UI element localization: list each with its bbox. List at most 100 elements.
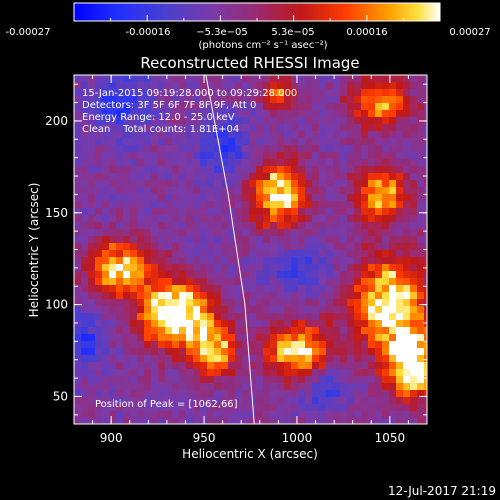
heatmap-pixel [95,166,103,174]
heatmap-pixel [158,334,166,342]
heatmap-pixel [382,166,390,174]
heatmap-pixel [109,313,117,321]
heatmap-pixel [389,187,397,195]
heatmap-pixel [382,201,390,209]
heatmap-pixel [130,278,138,286]
heatmap-pixel [172,334,180,342]
heatmap-pixel [81,82,89,90]
heatmap-pixel [312,166,320,174]
heatmap-pixel [88,110,96,118]
heatmap-pixel [270,215,278,223]
heatmap-pixel [291,383,299,391]
heatmap-pixel [424,229,427,237]
heatmap-pixel [109,355,117,363]
heatmap-pixel [284,404,292,412]
heatmap-pixel [221,383,229,391]
heatmap-pixel [144,82,152,90]
heatmap-pixel [270,96,278,104]
heatmap-pixel [396,285,404,293]
heatmap-pixel [165,117,173,125]
heatmap-pixel [298,334,306,342]
heatmap-pixel [291,278,299,286]
heatmap-pixel [249,180,257,188]
heatmap-pixel [417,89,425,97]
heatmap-pixel [165,418,173,424]
heatmap-pixel [347,117,355,125]
heatmap-pixel [81,257,89,265]
heatmap-pixel [284,117,292,125]
heatmap-pixel [291,397,299,405]
heatmap-pixel [375,362,383,370]
heatmap-pixel [228,306,236,314]
heatmap-pixel [235,355,243,363]
heatmap-pixel [207,327,215,335]
heatmap-pixel [200,250,208,258]
heatmap-pixel [375,383,383,391]
heatmap-pixel [403,376,411,384]
heatmap-pixel [263,320,271,328]
heatmap-pixel [81,278,89,286]
heatmap-pixel [130,159,138,167]
heatmap-pixel [221,96,229,104]
heatmap-pixel [102,152,110,160]
heatmap-pixel [417,138,425,146]
heatmap-pixel [305,264,313,272]
heatmap-pixel [305,117,313,125]
heatmap-pixel [333,369,341,377]
heatmap-pixel [130,404,138,412]
heatmap-pixel [179,418,187,424]
heatmap-pixel [396,250,404,258]
heatmap-pixel [389,341,397,349]
heatmap-pixel [235,222,243,230]
heatmap-pixel [151,208,159,216]
heatmap-pixel [137,355,145,363]
heatmap-pixel [193,89,201,97]
heatmap-pixel [151,201,159,209]
heatmap-pixel [340,362,348,370]
heatmap-pixel [158,299,166,307]
heatmap-pixel [424,418,427,424]
heatmap-pixel [403,383,411,391]
heatmap-pixel [109,166,117,174]
heatmap-pixel [347,208,355,216]
heatmap-pixel [305,404,313,412]
heatmap-pixel [389,236,397,244]
heatmap-pixel [340,201,348,209]
heatmap-pixel [291,313,299,321]
heatmap-pixel [74,131,82,139]
heatmap-pixel [354,348,362,356]
heatmap-pixel [95,376,103,384]
heatmap-pixel [319,292,327,300]
heatmap-pixel [389,110,397,118]
heatmap-pixel [123,173,131,181]
heatmap-pixel [165,404,173,412]
heatmap-pixel [179,124,187,132]
heatmap-pixel [424,404,427,412]
heatmap-pixel [305,89,313,97]
heatmap-pixel [74,103,82,111]
heatmap-pixel [270,334,278,342]
heatmap-pixel [263,152,271,160]
heatmap-pixel [326,348,334,356]
heatmap-pixel [389,75,397,83]
heatmap-pixel [193,341,201,349]
heatmap-pixel [102,292,110,300]
heatmap-pixel [214,257,222,265]
heatmap-pixel [326,201,334,209]
heatmap-pixel [340,264,348,272]
heatmap-pixel [144,222,152,230]
heatmap-pixel [81,138,89,146]
heatmap-pixel [207,208,215,216]
heatmap-pixel [88,152,96,160]
heatmap-pixel [116,327,124,335]
heatmap-pixel [193,313,201,321]
heatmap-pixel [368,327,376,335]
heatmap-pixel [116,82,124,90]
heatmap-pixel [179,271,187,279]
heatmap-pixel [291,285,299,293]
heatmap-pixel [88,299,96,307]
heatmap-pixel [403,229,411,237]
heatmap-pixel [403,96,411,104]
heatmap-pixel [263,355,271,363]
heatmap-pixel [249,103,257,111]
